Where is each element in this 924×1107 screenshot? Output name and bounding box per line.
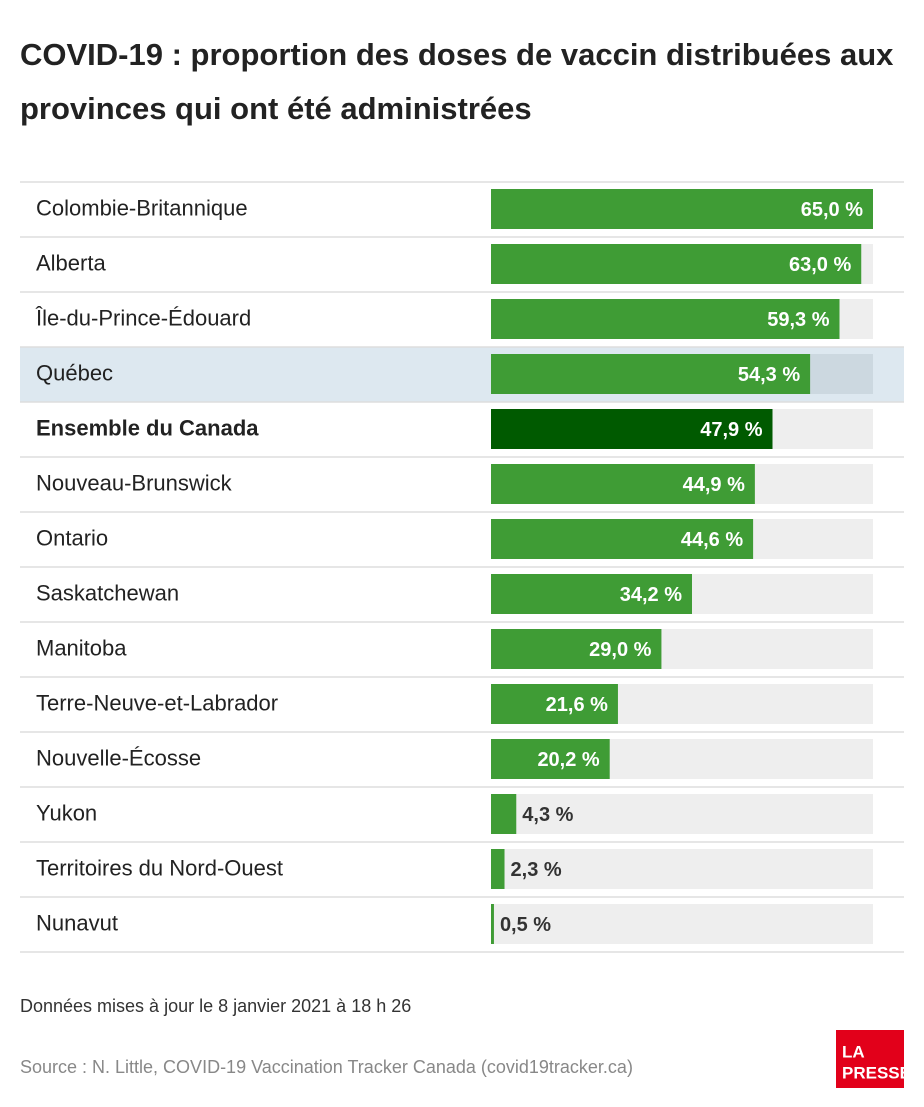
value-label: 63,0 % bbox=[789, 254, 851, 276]
bar bbox=[491, 519, 754, 559]
category-label: Nunavut bbox=[36, 910, 118, 935]
bar bbox=[491, 354, 811, 394]
value-label: 44,9 % bbox=[683, 474, 745, 496]
chart-title: COVID-19 : proportion des doses de vacci… bbox=[20, 37, 894, 126]
logo-line2: PRESSE bbox=[842, 1063, 911, 1082]
category-label: Colombie-Britannique bbox=[36, 195, 248, 220]
bar bbox=[491, 629, 662, 669]
category-label: Nouveau-Brunswick bbox=[36, 470, 233, 495]
bar bbox=[491, 684, 618, 724]
value-label: 29,0 % bbox=[589, 639, 651, 661]
category-label: Ontario bbox=[36, 525, 108, 550]
category-label: Saskatchewan bbox=[36, 580, 179, 605]
bar bbox=[491, 189, 873, 229]
track bbox=[491, 904, 873, 944]
bar bbox=[491, 574, 692, 614]
value-label: 54,3 % bbox=[738, 364, 800, 386]
category-label: Nouvelle-Écosse bbox=[36, 745, 201, 770]
bar bbox=[491, 409, 773, 449]
track bbox=[491, 849, 873, 889]
bar bbox=[491, 794, 517, 834]
logo-box bbox=[836, 1030, 904, 1088]
value-label: 2,3 % bbox=[511, 859, 562, 881]
category-label: Québec bbox=[36, 360, 113, 385]
value-label: 65,0 % bbox=[801, 199, 863, 221]
bar bbox=[491, 244, 862, 284]
bar bbox=[491, 739, 610, 779]
value-label: 21,6 % bbox=[546, 694, 608, 716]
logo-line1: LA bbox=[842, 1042, 865, 1061]
bar bbox=[491, 464, 755, 504]
category-label: Alberta bbox=[36, 250, 106, 275]
track bbox=[491, 794, 873, 834]
source: Source : N. Little, COVID-19 Vaccination… bbox=[20, 1057, 633, 1077]
note: Données mises à jour le 8 janvier 2021 à… bbox=[20, 996, 411, 1016]
category-label: Ensemble du Canada bbox=[36, 415, 259, 440]
value-label: 44,6 % bbox=[681, 529, 743, 551]
value-label: 20,2 % bbox=[537, 749, 599, 771]
value-label: 4,3 % bbox=[522, 804, 573, 826]
category-label: Yukon bbox=[36, 800, 97, 825]
bar bbox=[491, 849, 505, 889]
category-label: Territoires du Nord-Ouest bbox=[36, 855, 283, 880]
value-label: 34,2 % bbox=[620, 584, 682, 606]
category-label: Manitoba bbox=[36, 635, 127, 660]
category-label: Île-du-Prince-Édouard bbox=[35, 305, 251, 330]
bar bbox=[491, 299, 840, 339]
value-label: 0,5 % bbox=[500, 914, 551, 936]
category-label: Terre-Neuve-et-Labrador bbox=[36, 690, 278, 715]
bar bbox=[491, 904, 494, 944]
value-label: 47,9 % bbox=[700, 419, 762, 441]
value-label: 59,3 % bbox=[767, 309, 829, 331]
